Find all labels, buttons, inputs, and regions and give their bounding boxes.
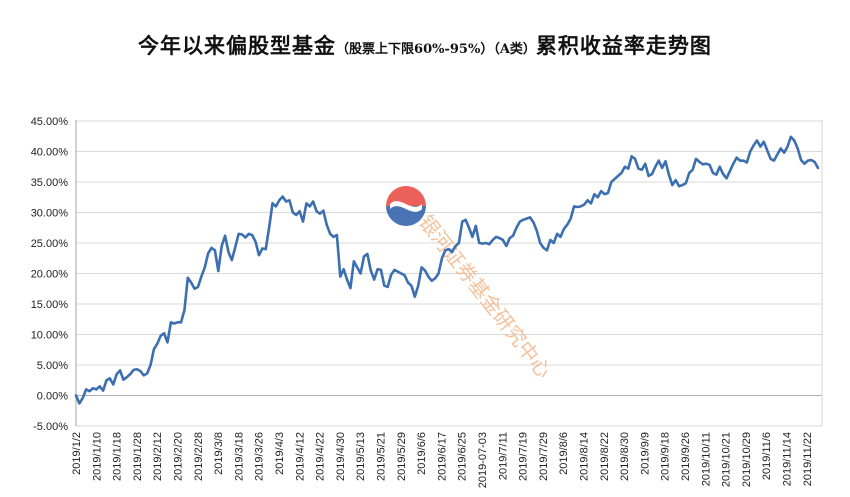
x-tick-label: 2019/2/28 (193, 432, 205, 481)
x-tick-label: 2019/3/26 (254, 432, 266, 481)
y-tick-label: 20.00% (31, 269, 69, 281)
y-tick-label: 10.00% (31, 330, 69, 342)
x-tick-label: 2019/1/18 (112, 432, 124, 481)
x-tick-label: 2019-07-03 (477, 432, 489, 488)
x-tick-label: 2019/10/11 (700, 432, 712, 486)
title-class-label: （A类） (493, 42, 536, 57)
x-tick-labels: 2019/1/2 2019/1/10 2019/1/18 2019/1/28 2019/… (71, 432, 814, 488)
y-tick-labels: 45.00% 40.00% 35.00% 30.00% 25.00% 20.00% 15.0… (31, 116, 69, 433)
x-tick-label: 2019/3/8 (213, 432, 225, 475)
x-tick-label: 2019/9/18 (660, 432, 672, 481)
y-tick-label: 40.00% (31, 147, 69, 159)
x-tick-label: 2019/9/26 (680, 432, 692, 481)
x-tick-label: 2019/2/12 (152, 432, 164, 481)
y-tick-label: 25.00% (31, 238, 69, 250)
x-tick-label: 2019/5/13 (355, 432, 367, 481)
series-layer (74, 135, 820, 405)
y-tick-label: 45.00% (31, 116, 69, 128)
x-tick-label: 2019/1/28 (132, 432, 144, 481)
y-tick-label: 5.00% (37, 360, 68, 372)
x-tick-label: 2019/8/30 (619, 432, 631, 481)
watermark-text: 银河证券基金研究中心 (414, 210, 556, 382)
x-tick-label: 2019/10/21 (721, 432, 733, 487)
x-tick-label: 2019/7/29 (538, 432, 550, 481)
x-tick-label: 2019/10/29 (741, 432, 753, 487)
x-tick-label: 2019/4/12 (294, 432, 306, 481)
y-tick-label: 35.00% (31, 177, 69, 189)
x-tick-label: 2019/6/6 (416, 432, 428, 475)
y-tick-label: 15.00% (31, 299, 69, 311)
x-tick-label: 2019/2/20 (173, 432, 185, 481)
x-tick-label: 2019/6/17 (436, 432, 448, 481)
x-tick-label: 2019/8/22 (599, 432, 611, 481)
x-tick-label: 2019/7/11 (497, 432, 509, 480)
title-main: 今年以来偏股型基金 (138, 33, 337, 58)
y-tick-label: 0.00% (37, 391, 68, 403)
x-tick-label: 2019/8/14 (579, 432, 591, 481)
x-tick-label: 2019/11/6 (761, 432, 773, 480)
x-tick-label: 2019/8/6 (558, 432, 570, 475)
title-subtitle: （股票上下限60%-95%） (336, 42, 494, 57)
watermark-logo-icon (386, 186, 426, 226)
x-tick-label: 2019/3/18 (233, 432, 245, 481)
grid-lines (76, 120, 822, 427)
x-tick-label: 2019/5/21 (376, 432, 388, 481)
x-tick-label: 2019/9/9 (639, 432, 651, 475)
x-tick-label: 2019/11/14 (782, 432, 794, 486)
x-tick-label: 2019/4/22 (315, 432, 327, 481)
x-tick-label: 2019/5/29 (396, 432, 408, 481)
x-tick-label: 2019/1/10 (91, 432, 103, 481)
x-tick-label: 2019/4/30 (335, 432, 347, 481)
x-tick-label: 2019/11/22 (802, 432, 814, 486)
x-tick-label: 2019/1/2 (71, 432, 83, 475)
chart-title: 今年以来偏股型基金（股票上下限60%-95%）（A类）累积收益率走势图 (0, 30, 850, 60)
x-tick-label: 2019/7/19 (518, 432, 530, 481)
y-tick-label: 30.00% (31, 208, 69, 220)
series-line (74, 135, 820, 405)
x-tick-label: 2019/6/25 (457, 432, 469, 481)
axes (75, 120, 823, 426)
x-tick-label: 2019/4/3 (274, 432, 286, 475)
title-suffix: 累积收益率走势图 (535, 33, 712, 58)
y-tick-label: -5.00% (33, 421, 68, 433)
